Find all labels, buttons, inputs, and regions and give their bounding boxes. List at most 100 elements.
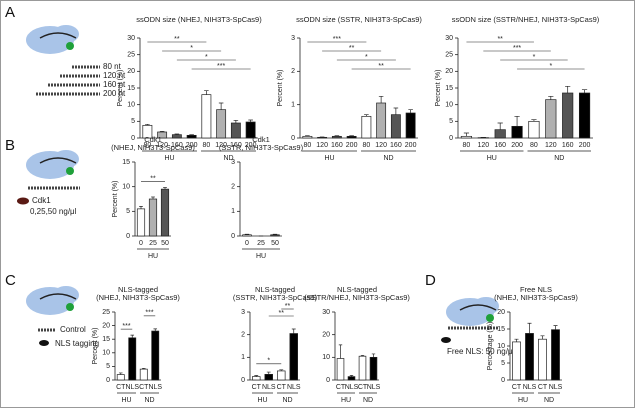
chart-subtitle: (NHEJ, NIH3T3-SpCas9) <box>494 293 578 302</box>
chart-title: NLS-tagged <box>337 285 377 294</box>
error-bar <box>349 375 354 377</box>
y-tick-label: 0 <box>501 377 505 384</box>
bar <box>347 376 356 381</box>
y-tick-label: 2 <box>291 68 295 75</box>
x-tick-label: CT <box>538 384 548 391</box>
bar <box>230 122 241 139</box>
x-tick-label: 80 <box>143 142 151 149</box>
y-tick-label: 20 <box>127 68 135 75</box>
x-tick-label: 160 <box>390 142 402 149</box>
bar <box>116 374 125 381</box>
y-tick-label: 20 <box>322 332 330 339</box>
size-label: 120 nt <box>103 71 126 80</box>
error-bar <box>393 107 399 115</box>
y-tick-label: 1 <box>241 354 245 361</box>
y-tick-label: 5 <box>131 118 135 125</box>
chart-title: ssODN size (SSTR/NHEJ, NIH3T3-SpCas9) <box>452 15 600 24</box>
bar <box>302 135 313 139</box>
error-bar <box>565 85 571 93</box>
x-tick-label: 25 <box>149 240 157 247</box>
control-label: Control <box>60 325 86 334</box>
chart-subtitle: (NHEJ, NIH3T3-SpCas9) <box>96 293 180 302</box>
bar <box>525 333 534 381</box>
bar <box>361 115 372 139</box>
size-label: 200 nt <box>103 89 126 98</box>
bar <box>528 120 540 139</box>
chart-title: Cdk1 <box>252 135 270 144</box>
group-label: ND <box>282 397 292 404</box>
chart-subtitle: (SSTR/NHEJ, NIH3T3-SpCas9) <box>304 293 410 302</box>
x-tick-label: CT <box>336 384 346 391</box>
y-axis-label: Percent (%) <box>112 181 119 218</box>
group-label: HU <box>341 397 351 404</box>
group-label: ND <box>144 397 154 404</box>
y-tick-label: 5 <box>501 360 505 367</box>
significance-label: ** <box>285 303 291 310</box>
y-tick-label: 2 <box>241 332 245 339</box>
group-label: HU <box>164 155 174 162</box>
error-bar <box>218 102 224 110</box>
bar <box>376 102 387 139</box>
y-tick-label: 10 <box>127 102 135 109</box>
significance-label: ** <box>279 310 285 317</box>
x-tick-label: 80 <box>202 142 210 149</box>
bar <box>369 356 378 381</box>
cell-icon <box>26 25 79 54</box>
bar <box>252 376 261 381</box>
bar <box>201 94 212 139</box>
chart-title: ssODN size (SSTR, NIH3T3-SpCas9) <box>296 15 422 24</box>
y-tick-label: 10 <box>322 354 330 361</box>
group-label: HU <box>148 253 158 260</box>
bar <box>139 368 148 381</box>
oligo-lines <box>36 65 100 96</box>
significance-label: ** <box>497 36 503 43</box>
x-tick-label: 200 <box>346 142 358 149</box>
chart-subtitle: (SSTR, NIH3T3-SpCas9) <box>219 143 304 152</box>
error-bar <box>540 335 545 340</box>
x-tick-label: 160 <box>331 142 343 149</box>
chart-title: NLS-tagged <box>255 285 295 294</box>
y-tick-label: 15 <box>445 85 453 92</box>
cell-icon <box>441 297 499 343</box>
y-axis-label: Percent (%) <box>435 70 442 107</box>
y-tick-label: 15 <box>497 326 505 333</box>
group-label: HU <box>121 397 131 404</box>
x-tick-label: CT <box>277 384 287 391</box>
error-bar <box>159 130 165 132</box>
error-bar <box>581 89 588 93</box>
bar <box>545 99 557 139</box>
error-bar <box>118 372 123 375</box>
significance-label: ** <box>349 45 355 52</box>
chart-subtitle: (SSTR, NIH3T3-SpCas9) <box>233 293 318 302</box>
y-tick-label: 30 <box>445 35 453 42</box>
x-tick-label: NLS <box>523 384 537 391</box>
chart-subtitle: (NHEJ, NIH3T3-SpCas9) <box>111 143 195 152</box>
x-tick-label: NLS <box>262 384 276 391</box>
error-bar <box>531 119 537 122</box>
error-bar <box>527 322 532 334</box>
bar <box>128 337 137 381</box>
error-bar <box>174 133 180 135</box>
x-tick-label: 200 <box>245 142 257 149</box>
bar <box>242 234 252 237</box>
bar <box>289 333 298 381</box>
x-tick-label: 80 <box>463 142 471 149</box>
chart-title: Free NLS <box>520 285 552 294</box>
x-tick-label: CT <box>358 384 368 391</box>
y-tick-label: 5 <box>126 208 130 215</box>
x-tick-label: 160 <box>171 142 183 149</box>
bar <box>578 92 591 139</box>
significance-label: *** <box>217 63 225 70</box>
y-axis-label: Percentage (%) <box>487 322 494 371</box>
x-tick-label: NLS <box>125 384 139 391</box>
error-bar <box>204 90 209 95</box>
nls-label: NLS tagging <box>55 339 99 348</box>
bar <box>405 112 416 139</box>
x-tick-label: CT <box>116 384 126 391</box>
bar <box>317 136 328 139</box>
x-tick-label: 120 <box>545 142 557 149</box>
error-bar <box>291 328 296 334</box>
bar <box>148 198 158 237</box>
y-tick-label: 15 <box>102 336 110 343</box>
y-tick-label: 1 <box>231 208 235 215</box>
